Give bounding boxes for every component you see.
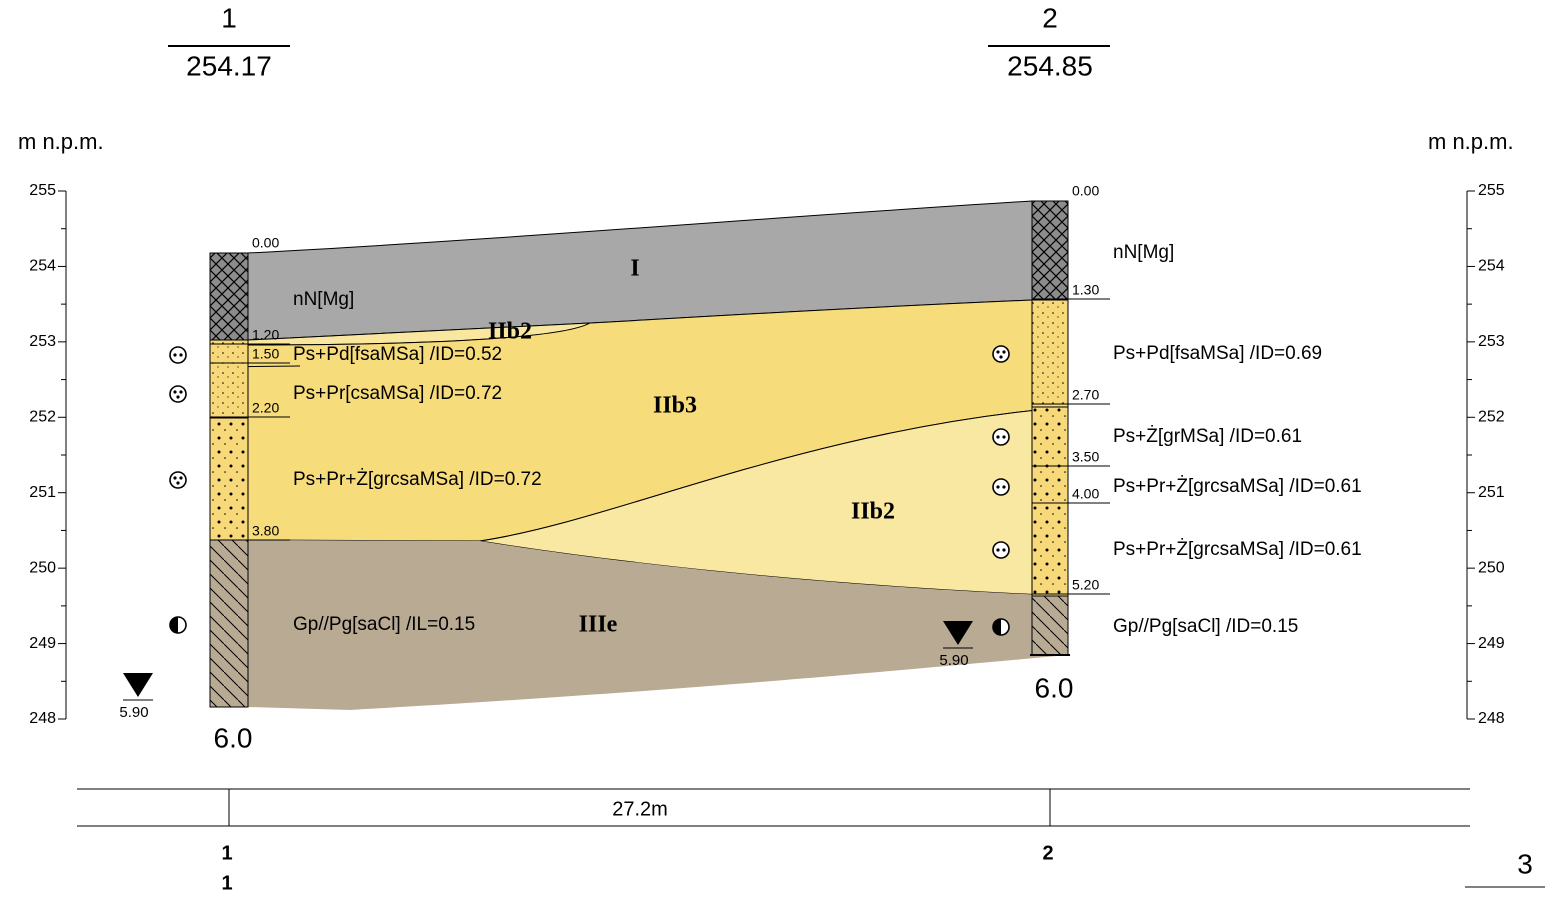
borehole-elevation: 254.85: [1007, 50, 1093, 81]
depth-label: 1.30: [1072, 282, 1099, 298]
final-depth: 6.0: [214, 722, 253, 753]
stratum-label: IIIe: [579, 612, 618, 638]
depth-label: 0.00: [252, 235, 279, 251]
soil-icon: [170, 347, 186, 363]
footer-label: 2: [1042, 842, 1053, 864]
layer-description: Ps+Pd[fsaMSa] /ID=0.69: [1113, 343, 1322, 364]
depth-label: 1.50: [252, 346, 279, 362]
column: [210, 253, 248, 340]
stratum-label: I: [630, 256, 639, 282]
tick-label: 252: [1478, 409, 1505, 426]
tick-label: 251: [29, 484, 56, 501]
soil-icon: [1002, 485, 1005, 488]
distance: 27.2m: [612, 798, 668, 820]
tick-label: 251: [1478, 484, 1505, 501]
column: [1032, 407, 1068, 596]
tick-label: 255: [29, 182, 56, 199]
layer-description: Ps+Pr+Ż[grcsaMSa] /ID=0.61: [1113, 539, 1362, 560]
tick-label: 254: [1478, 258, 1505, 275]
tick-label: 249: [1478, 635, 1505, 652]
cross-section: 255 255 254 254 253 253 252 252 251 251 250 250 249 2…: [0, 0, 1545, 898]
water-level: 5.90: [119, 704, 148, 721]
tick-label: 248: [29, 710, 56, 727]
layer-description: Ps+Pr+Ż[grcsaMSa] /ID=0.61: [1113, 476, 1362, 497]
column: [210, 418, 248, 540]
depth-label: 2.20: [252, 400, 279, 416]
soil-icon: [996, 350, 999, 353]
layer-description: Ps+Ż[grMSa] /ID=0.61: [1113, 426, 1302, 447]
layer-description: Gp//Pg[saCl] /ID=0.15: [1113, 616, 1298, 637]
soil-icon: [1002, 435, 1005, 438]
final-depth: 6.0: [1035, 672, 1074, 703]
tick-label: 250: [29, 559, 56, 576]
soil-icon: [170, 617, 178, 633]
sheet-number: 3: [1517, 848, 1533, 879]
water-symbol: [123, 673, 153, 697]
borehole-name: 2: [1042, 2, 1058, 33]
soil-icon: [173, 476, 176, 479]
soil-icon: [170, 472, 186, 488]
soil-icon: [173, 390, 176, 393]
axis-unit: m n.p.m.: [18, 129, 104, 154]
stratum-label: IIb2: [851, 499, 895, 525]
stratum-label: IIb2: [488, 319, 532, 345]
soil-icon: [993, 479, 1009, 495]
borehole-elevation: 254.17: [186, 50, 272, 81]
soil-icon: [179, 390, 182, 393]
layer-description: Ps+Pr+Ż[grcsaMSa] /ID=0.72: [293, 469, 542, 490]
footer-label: 1: [221, 872, 232, 894]
depth-label: 5.20: [1072, 577, 1099, 593]
soil-icon: [999, 355, 1002, 358]
soil-icon: [179, 476, 182, 479]
footer-label: 1: [221, 842, 232, 864]
layer-description: nN[Mg]: [1113, 242, 1174, 263]
axis-unit: m n.p.m.: [1428, 129, 1514, 154]
soil-icon: [996, 548, 999, 551]
soil-icon: [170, 386, 186, 402]
tick-label: 252: [29, 409, 56, 426]
soil-icon: [996, 435, 999, 438]
column: [1032, 596, 1068, 655]
depth-label: 2.70: [1072, 387, 1099, 403]
soil-icon: [996, 485, 999, 488]
layer-description: Ps+Pd[fsaMSa] /ID=0.52: [293, 344, 502, 365]
water-level: 5.90: [939, 652, 968, 669]
soil-icon: [993, 346, 1009, 362]
depth-label: 3.50: [1072, 449, 1099, 465]
layer-description: Ps+Pr[csaMSa] /ID=0.72: [293, 383, 502, 404]
stratum-label: IIb3: [653, 393, 697, 419]
soil-icon: [176, 481, 179, 484]
soil-icon: [993, 542, 1009, 558]
column: [1032, 201, 1068, 300]
soil-icon: [1002, 350, 1005, 353]
tick-label: 253: [1478, 333, 1505, 350]
column: [1032, 300, 1068, 407]
tick-label: 248: [1478, 710, 1505, 727]
tick-label: 253: [29, 333, 56, 350]
column: [210, 540, 248, 707]
soil-icon: [179, 353, 182, 356]
soil-icon: [1002, 548, 1005, 551]
depth-label: 3.80: [252, 523, 279, 539]
soil-icon: [993, 429, 1009, 445]
tick-label: 250: [1478, 559, 1505, 576]
depth-label: 4.00: [1072, 486, 1099, 502]
soil-icon: [173, 353, 176, 356]
tick-label: 249: [29, 635, 56, 652]
layer-description: nN[Mg]: [293, 289, 354, 310]
soil-icon: [176, 395, 179, 398]
tick-label: 255: [1478, 182, 1505, 199]
depth-label: 1.20: [252, 327, 279, 343]
borehole-name: 1: [221, 2, 237, 33]
tick-label: 254: [29, 258, 56, 275]
depth-label: 0.00: [1072, 183, 1099, 199]
layer-description: Gp//Pg[saCl] /IL=0.15: [293, 614, 475, 635]
